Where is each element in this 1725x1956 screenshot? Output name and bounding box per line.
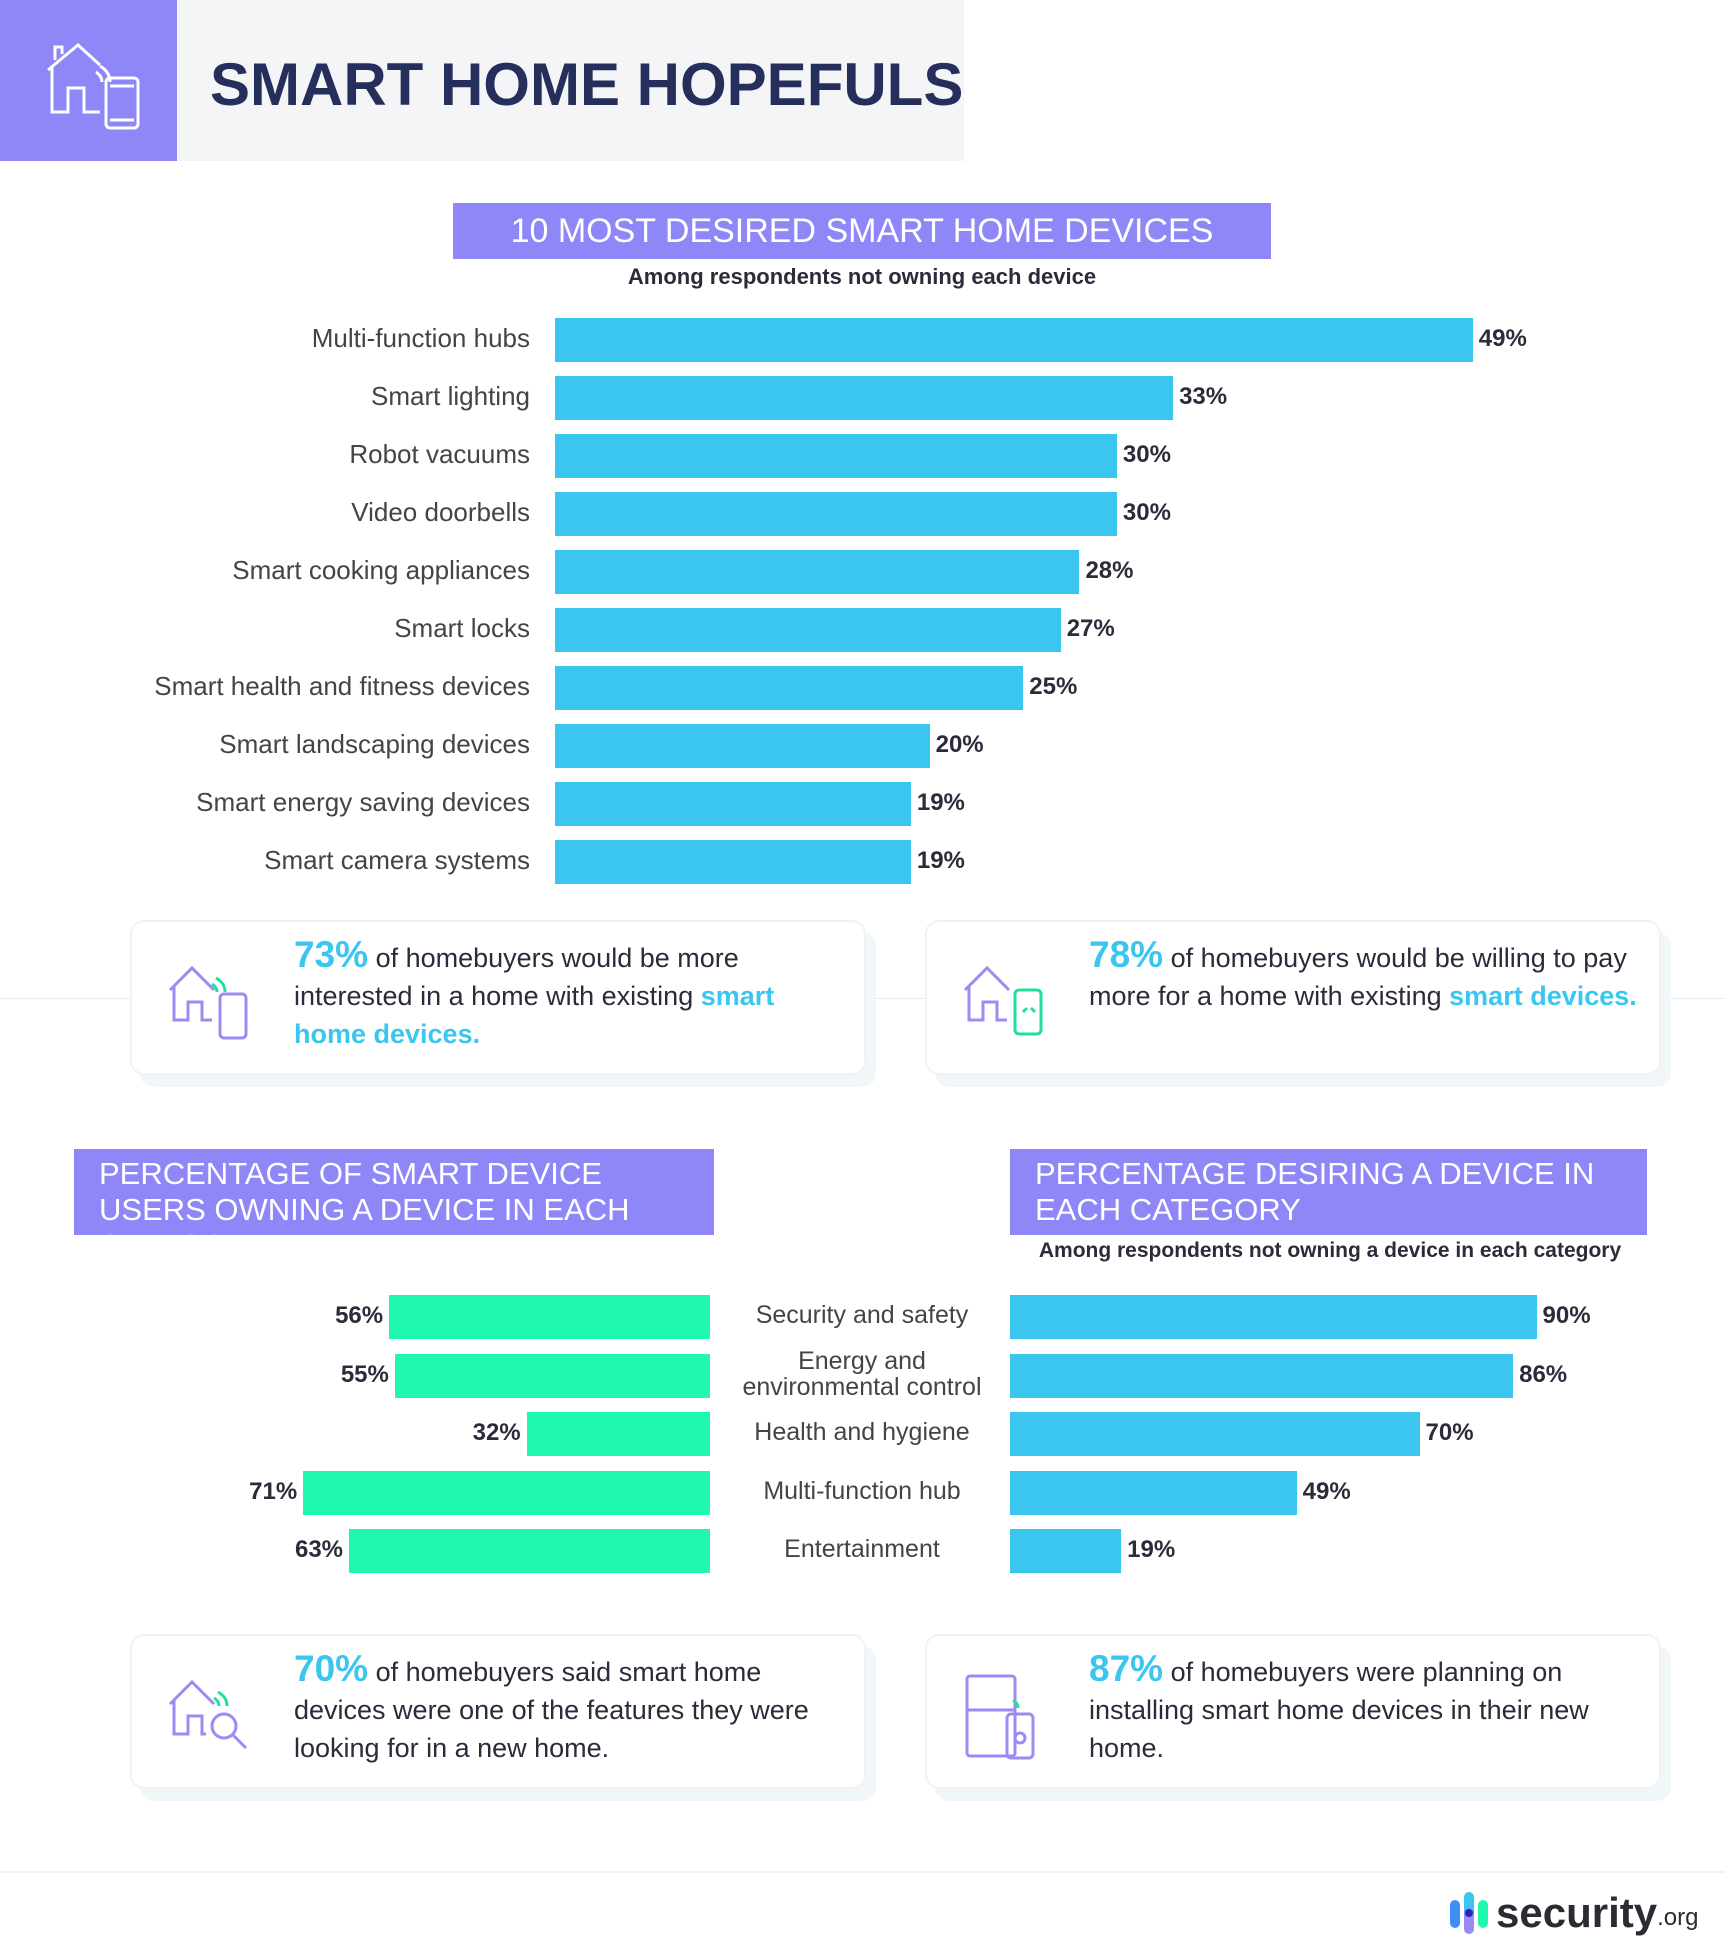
footer-divider (0, 1871, 1725, 1873)
owning-bar (303, 1471, 710, 1515)
bar (555, 724, 930, 768)
bar (555, 666, 1024, 710)
bar-value-label: 20% (935, 731, 984, 758)
category-label-line: Multi-function hub (763, 1477, 961, 1505)
callout-text: 87% of homebuyers were planning on insta… (1089, 1650, 1639, 1767)
bar-category-label: Smart camera systems (264, 845, 530, 875)
chart1-title: 10 MOST DESIRED SMART HOME DEVICES (453, 203, 1271, 259)
logo-bars-icon (1450, 1892, 1488, 1934)
bar (555, 492, 1117, 536)
callout-card: 70% of homebuyers said smart home device… (130, 1634, 866, 1789)
callout-text: 70% of homebuyers said smart home device… (294, 1650, 844, 1767)
desiring-value-label: 90% (1542, 1302, 1591, 1329)
bar-category-label: Smart landscaping devices (219, 729, 530, 759)
bar-category-label: Smart health and fitness devices (154, 671, 530, 701)
category-label: Energy and environmental control (712, 1348, 1012, 1400)
callout-stat: 70% (294, 1648, 369, 1689)
logo-suffix: .org (1657, 1904, 1699, 1931)
bar-category-label: Smart locks (394, 613, 530, 643)
desiring-bar (1010, 1295, 1537, 1339)
bar-value-label: 28% (1085, 557, 1134, 584)
desiring-value-label: 49% (1302, 1478, 1351, 1505)
callout-highlight: smart home devices. (294, 981, 775, 1049)
owning-value-label: 56% (335, 1302, 384, 1329)
house-search-icon (168, 1679, 248, 1750)
bar-category-label: Multi-function hubs (311, 323, 530, 353)
callout-text: 73% of homebuyers would be more interest… (294, 936, 844, 1053)
desiring-value-label: 19% (1127, 1536, 1176, 1563)
bar (555, 840, 911, 884)
category-label: Multi-function hub (712, 1478, 1012, 1504)
owning-bar (394, 1354, 710, 1398)
fridge-phone-icon (965, 1674, 1035, 1760)
callout-stat: 73% (294, 934, 369, 975)
bar-category-label: Smart cooking appliances (232, 555, 530, 585)
owning-value-label: 32% (472, 1419, 521, 1446)
desiring-bar (1010, 1529, 1122, 1573)
category-label-line: Health and hygiene (754, 1418, 970, 1446)
owning-value-label: 55% (340, 1361, 389, 1388)
bar-value-label: 30% (1122, 499, 1171, 526)
category-label-line: Energy and (798, 1347, 926, 1375)
desiring-bar (1010, 1354, 1514, 1398)
owning-value-label: 63% (294, 1536, 344, 1563)
category-label: Security and safety (712, 1302, 1012, 1328)
callout-card: 87% of homebuyers were planning on insta… (925, 1634, 1661, 1789)
category-label-line: Security and safety (755, 1301, 969, 1329)
logo-text: security (1496, 1889, 1658, 1936)
callout-highlight: smart devices. (1449, 981, 1637, 1011)
callout-card: 73% of homebuyers would be more interest… (130, 920, 866, 1075)
bar-category-label: Robot vacuums (349, 439, 530, 469)
bar (555, 434, 1117, 478)
bar-value-label: 27% (1066, 615, 1115, 642)
bar (555, 376, 1174, 420)
owning-bar (349, 1529, 710, 1573)
bar-category-label: Video doorbells (351, 497, 530, 527)
house-phone-icon (168, 965, 248, 1040)
bar-value-label: 25% (1029, 673, 1078, 700)
callout-card: 78% of homebuyers would be willing to pa… (925, 920, 1661, 1075)
header-banner (177, 0, 964, 161)
desiring-bar (1010, 1412, 1420, 1456)
chart3-title: PERCENTAGE DESIRING A DEVICE IN EACH CAT… (1010, 1149, 1647, 1235)
owning-value-label: 71% (249, 1478, 298, 1505)
callout-text: 78% of homebuyers would be willing to pa… (1089, 936, 1639, 1015)
bar (555, 782, 911, 826)
callout-body: of homebuyers were planning on installin… (1089, 1657, 1589, 1763)
owning-bar (526, 1412, 710, 1456)
category-label: Entertainment (712, 1536, 1012, 1562)
category-label: Health and hygiene (712, 1419, 1012, 1445)
bar (555, 318, 1473, 362)
callout-stat: 78% (1089, 934, 1164, 975)
callout-stat: 87% (1089, 1648, 1164, 1689)
category-label-line: Entertainment (784, 1535, 940, 1563)
desiring-value-label: 86% (1519, 1361, 1568, 1388)
owning-bar (389, 1295, 710, 1339)
bar (555, 550, 1080, 594)
bar (555, 608, 1061, 652)
bar-value-label: 33% (1179, 383, 1228, 410)
header-icon-box (0, 0, 177, 161)
bar-value-label: 30% (1122, 441, 1171, 468)
chart1-subtitle: Among respondents not owning each device (627, 264, 1097, 289)
security-org-logo: security .org (1448, 1886, 1698, 1936)
callout-body: of homebuyers would be more interested i… (294, 943, 739, 1011)
category-label-line: environmental control (742, 1373, 982, 1401)
desiring-bar (1010, 1471, 1297, 1515)
bar-category-label: Smart lighting (371, 381, 530, 411)
page-title: SMART HOME HOPEFULS (210, 51, 964, 118)
bar-value-label: 19% (916, 789, 965, 816)
chart3-subtitle: Among respondents not owning a device in… (1038, 1239, 1622, 1262)
house-device-icon (963, 965, 1043, 1036)
chart2-title: PERCENTAGE OF SMART DEVICE USERS OWNING … (74, 1149, 714, 1263)
bar-value-label: 49% (1478, 325, 1527, 352)
callout-body: of homebuyers would be willing to pay mo… (1089, 943, 1627, 1011)
bar-value-label: 19% (916, 847, 965, 874)
smart-home-phone-icon (47, 43, 140, 130)
desiring-value-label: 70% (1425, 1419, 1474, 1446)
callout-body: of homebuyers said smart home devices we… (294, 1657, 809, 1763)
bar-category-label: Smart energy saving devices (196, 787, 530, 817)
